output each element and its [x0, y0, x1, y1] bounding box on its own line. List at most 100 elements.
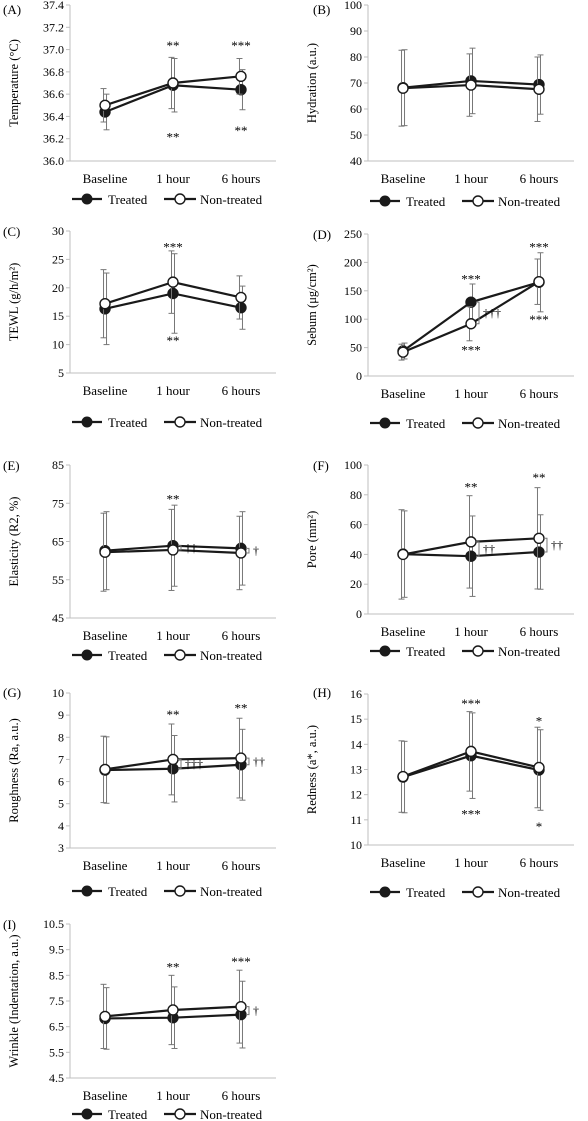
y-tick-label: 30 — [52, 224, 64, 238]
significance-marker: *** — [461, 807, 481, 822]
x-tick-label: 1 hour — [454, 171, 488, 186]
legend-non-treated-label: Non-treated — [498, 644, 561, 659]
legend-non-treated-marker — [472, 195, 484, 207]
legend: Treated Non-treated — [72, 1107, 263, 1121]
data-point — [167, 544, 179, 556]
y-tick-label: 80 — [350, 50, 362, 64]
x-tick-label: 6 hours — [520, 386, 559, 401]
y-tick-label: 10 — [52, 338, 64, 352]
significance-marker: ** — [167, 959, 180, 974]
data-point — [397, 346, 409, 358]
y-tick-label: 9 — [58, 708, 64, 722]
y-tick-label: 7 — [58, 752, 64, 766]
chart-panel-b: (B) 40 50 60 70 80 90 100 Hydration (a.u.) Baseli… — [305, 0, 574, 209]
y-tick-label: 36.0 — [43, 154, 64, 168]
y-tick-label: 36.6 — [43, 87, 64, 101]
legend: Treated Non-treated — [370, 194, 561, 209]
x-tick-label: Baseline — [381, 386, 426, 401]
significance-bracket — [245, 757, 250, 766]
significance-marker: *** — [231, 954, 251, 969]
significance-marker: * — [536, 819, 543, 834]
panel-label: (D) — [313, 227, 331, 242]
data-point — [235, 301, 247, 314]
y-axis-label: Elasticity (R2, %) — [7, 497, 21, 587]
y-tick-label: 15 — [52, 309, 64, 323]
legend-non-treated-label: Non-treated — [200, 884, 263, 899]
chart-panel-f: (F) 0 20 40 60 80 100 Pore (mm²) Baseline 1 hour 6… — [305, 458, 574, 659]
x-tick-label: 1 hour — [156, 1088, 190, 1103]
legend-non-treated-marker — [174, 1108, 186, 1120]
data-point — [167, 287, 179, 300]
significance-bracket — [178, 545, 182, 551]
significance-marker: *** — [529, 239, 549, 254]
chart-panel-c: (C) 5 10 15 20 25 30 TEWL (g/h/m²) Baseline 1 hou… — [3, 224, 276, 430]
panel-label: (I) — [3, 917, 16, 932]
significance-bracket — [245, 547, 250, 554]
significance-marker: †† — [185, 541, 197, 555]
data-point — [235, 1000, 247, 1013]
legend: Treated Non-treated — [370, 644, 561, 659]
x-tick-label: 6 hours — [520, 171, 559, 186]
legend-treated-marker — [81, 416, 93, 428]
y-tick-label: 150 — [344, 284, 362, 298]
y-tick-label: 37.2 — [43, 20, 64, 34]
series-non-treated — [99, 56, 247, 123]
significance-marker: † — [253, 1004, 259, 1018]
x-tick-label: Baseline — [83, 171, 128, 186]
data-point — [465, 745, 477, 758]
y-tick-label: 70 — [350, 76, 362, 90]
series-non-treated — [397, 487, 545, 600]
chart-panel-a: (A) 36.0 36.2 36.4 36.6 36.8 37.0 37.2 37.4 Tempe… — [3, 0, 276, 207]
legend-treated-label: Treated — [406, 885, 446, 900]
legend-treated-marker — [379, 886, 391, 898]
series-non-treated — [99, 717, 247, 804]
data-point — [465, 536, 477, 548]
legend-treated-label: Treated — [108, 884, 148, 899]
y-tick-label: 37.0 — [43, 43, 64, 57]
y-tick-label: 5.5 — [49, 1045, 64, 1059]
y-tick-label: 100 — [344, 458, 362, 472]
significance-marker: * — [536, 713, 543, 728]
y-tick-label: 14 — [350, 737, 362, 751]
significance-marker: ** — [167, 129, 180, 144]
legend: Treated Non-treated — [370, 416, 561, 431]
x-tick-label: 1 hour — [454, 624, 488, 639]
y-tick-label: 3 — [58, 841, 64, 855]
chart-panel-e: (E) 45 55 65 75 85 Elasticity (R2, %) Baseline 1… — [3, 458, 276, 663]
y-tick-label: 20 — [350, 577, 362, 591]
x-tick-label: 6 hours — [222, 171, 261, 186]
y-tick-label: 5 — [58, 366, 64, 380]
significance-marker: ** — [465, 479, 478, 494]
y-axis-label: Redness (a*, a.u.) — [305, 725, 319, 814]
legend-treated-marker — [379, 417, 391, 429]
x-tick-label: Baseline — [381, 171, 426, 186]
y-tick-label: 250 — [344, 227, 362, 241]
legend-non-treated-label: Non-treated — [498, 416, 561, 431]
legend-non-treated-marker — [472, 886, 484, 898]
y-tick-label: 7.5 — [49, 994, 64, 1008]
y-tick-label: 200 — [344, 255, 362, 269]
y-axis-label: TEWL (g/h/m²) — [7, 263, 21, 342]
x-tick-label: 6 hours — [222, 1088, 261, 1103]
data-point — [99, 546, 111, 558]
significance-marker: ††† — [185, 757, 203, 771]
data-point — [235, 547, 247, 559]
legend-non-treated-label: Non-treated — [200, 415, 263, 430]
y-tick-label: 75 — [52, 496, 64, 510]
x-tick-label: 1 hour — [156, 171, 190, 186]
significance-marker: ** — [167, 707, 180, 722]
x-tick-label: 6 hours — [520, 624, 559, 639]
x-tick-label: Baseline — [83, 383, 128, 398]
significance-marker: ** — [167, 492, 180, 507]
data-point — [167, 276, 179, 288]
significance-bracket — [178, 758, 182, 770]
x-tick-label: 6 hours — [222, 383, 261, 398]
y-tick-label: 50 — [350, 128, 362, 142]
data-point — [397, 82, 409, 94]
data-point — [533, 546, 545, 558]
y-tick-label: 36.4 — [43, 109, 64, 123]
legend-non-treated-marker — [174, 649, 186, 661]
significance-bracket — [476, 541, 480, 557]
series-treated — [99, 57, 247, 131]
significance-bracket — [476, 301, 480, 325]
